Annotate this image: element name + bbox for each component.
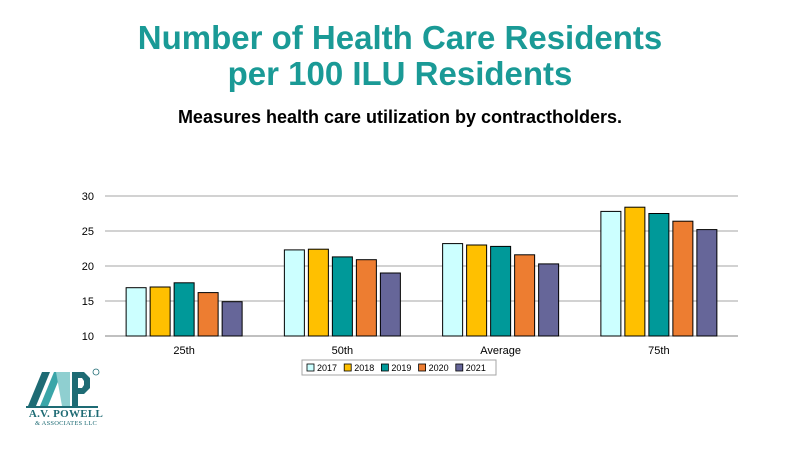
bar-2020 xyxy=(514,254,536,337)
chart-title: Number of Health Care Residents per 100 … xyxy=(0,20,800,92)
bar-2018 xyxy=(466,244,488,337)
bar-2021 xyxy=(221,301,243,337)
bar-2020 xyxy=(672,220,694,337)
x-tick-label: 25th xyxy=(173,345,194,357)
bar-2018 xyxy=(624,206,646,337)
x-tick-label: 75th xyxy=(648,345,669,357)
legend-swatch xyxy=(380,363,389,372)
bar-2018 xyxy=(307,248,329,337)
bar-2019 xyxy=(648,213,670,337)
chart-subtitle: Measures health care utilization by cont… xyxy=(177,107,623,127)
x-tick-label: 50th xyxy=(332,345,353,357)
bar-2018 xyxy=(149,286,171,337)
x-tick-label: Average xyxy=(480,345,521,357)
bar-2020 xyxy=(197,292,219,337)
bar-2019 xyxy=(173,282,195,337)
legend-label: 2018 xyxy=(354,363,374,373)
logo-name: A.V. POWELL xyxy=(28,408,104,420)
y-tick-label: 30 xyxy=(82,191,94,203)
bar-2017 xyxy=(125,287,147,337)
legend-swatch xyxy=(455,363,464,372)
bar-2021 xyxy=(538,263,560,337)
title-line-2: per 100 ILU Residents xyxy=(227,55,573,92)
bar-2017 xyxy=(283,249,305,337)
legend-label: 2020 xyxy=(429,363,449,373)
legend-swatch xyxy=(306,363,315,372)
bar-2019 xyxy=(331,256,353,337)
y-tick-label: 15 xyxy=(82,296,94,308)
legend-swatch xyxy=(343,363,352,372)
logo-subtitle: & ASSOCIATES LLC xyxy=(34,420,98,427)
bar-2017 xyxy=(600,210,622,337)
bar-2019 xyxy=(490,245,512,337)
legend-label: 2019 xyxy=(391,363,411,373)
logo-mark-icon xyxy=(26,368,100,408)
title-line-1: Number of Health Care Residents xyxy=(137,19,663,56)
bar-2021 xyxy=(379,272,401,337)
y-tick-label: 20 xyxy=(82,261,94,273)
bar-2017 xyxy=(442,243,464,337)
legend-label: 2017 xyxy=(317,363,337,373)
y-tick-label: 25 xyxy=(82,226,94,238)
bar-2021 xyxy=(696,229,718,337)
legend-swatch xyxy=(418,363,427,372)
legend-label: 2021 xyxy=(466,363,486,373)
company-logo: A.V. POWELL & ASSOCIATES LLC xyxy=(26,368,106,430)
bar-2020 xyxy=(355,259,377,337)
y-tick-label: 10 xyxy=(82,331,94,343)
